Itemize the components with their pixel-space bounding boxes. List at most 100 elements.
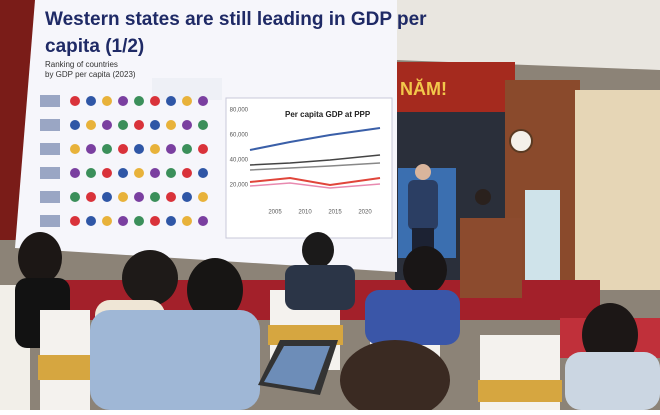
slide-subtitle: Ranking of countries: [45, 60, 118, 69]
flag-icon: [134, 96, 144, 106]
flag-icon: [198, 168, 208, 178]
slide-subtitle: by GDP per capita (2023): [45, 70, 136, 79]
flag-icon: [166, 144, 176, 154]
map-icon: [40, 167, 60, 179]
flag-grid: [40, 95, 208, 227]
flag-icon: [102, 144, 112, 154]
attendee-head: [403, 246, 447, 294]
flag-icon: [118, 144, 128, 154]
x-ticks: 2005 2010 2015 2020: [268, 210, 372, 216]
chart-line: [249, 182, 381, 189]
chart-panel: [225, 97, 393, 239]
legend-box: [152, 78, 222, 100]
x-tick-label: 2020: [358, 210, 372, 216]
attendee-head: [340, 340, 450, 415]
banner-text: NĂM!: [400, 78, 447, 99]
chart-line: [249, 127, 381, 151]
flag-icon: [102, 96, 112, 106]
attendee-head: [122, 250, 178, 306]
chair-bow: [38, 355, 90, 380]
flag-icon: [182, 96, 192, 106]
x-tick-label: 2005: [268, 210, 282, 216]
attendee-head: [582, 303, 638, 367]
map-icon: [40, 215, 60, 227]
flag-icon: [166, 96, 176, 106]
attendee-body: [565, 352, 660, 410]
flag-icon: [134, 216, 144, 226]
attendee-body: [90, 310, 260, 410]
flag-icon: [102, 192, 112, 202]
flag-icon: [118, 216, 128, 226]
flag-icon: [118, 96, 128, 106]
y-tick-label: 40,000: [230, 158, 249, 164]
flag-icon: [198, 120, 208, 130]
flag-icon: [134, 168, 144, 178]
chair-bow: [478, 380, 562, 402]
flag-icon: [182, 120, 192, 130]
red-banner: [395, 62, 515, 112]
flag-icon: [134, 120, 144, 130]
flag-icon: [118, 120, 128, 130]
flag-icon: [70, 192, 80, 202]
chart-title: Per capita GDP at PPP: [285, 110, 371, 119]
flag-icon: [70, 144, 80, 154]
flag-icon: [182, 144, 192, 154]
slide-title: capita (1/2): [45, 36, 144, 57]
x-tick-label: 2010: [298, 210, 312, 216]
flag-icon: [182, 216, 192, 226]
flag-icon: [70, 96, 80, 106]
flag-icon: [150, 168, 160, 178]
flag-icon: [86, 120, 96, 130]
flag-icon: [166, 168, 176, 178]
map-icon: [40, 191, 60, 203]
flag-icon: [70, 120, 80, 130]
flag-icon: [198, 144, 208, 154]
y-tick-label: 60,000: [230, 133, 249, 139]
flag-icon: [134, 192, 144, 202]
flag-icon: [182, 192, 192, 202]
flag-icon: [198, 216, 208, 226]
curtain: [575, 90, 660, 290]
flag-icon: [102, 120, 112, 130]
podium: [460, 218, 522, 298]
flag-icon: [86, 216, 96, 226]
flag-icon: [86, 168, 96, 178]
host-head: [475, 189, 491, 205]
flag-icon: [150, 120, 160, 130]
map-icon: [40, 119, 60, 131]
speaker-body: [408, 180, 438, 230]
flag-icon: [70, 216, 80, 226]
flag-icon: [102, 168, 112, 178]
flag-icon: [150, 144, 160, 154]
map-icon: [40, 143, 60, 155]
y-ticks: 80,000 60,000 40,000 20,000: [230, 108, 249, 189]
flag-icon: [198, 192, 208, 202]
flag-icon: [134, 144, 144, 154]
x-tick-label: 2015: [328, 210, 342, 216]
clock: [509, 129, 533, 153]
chart-line: [249, 154, 381, 166]
flag-icon: [102, 216, 112, 226]
flag-icon: [118, 192, 128, 202]
flag-icon: [198, 96, 208, 106]
flag-icon: [86, 96, 96, 106]
flag-icon: [150, 216, 160, 226]
ceiling: [395, 0, 660, 70]
attendee-body: [365, 290, 460, 345]
y-tick-label: 80,000: [230, 108, 249, 114]
flag-icon: [150, 192, 160, 202]
attendee-head: [302, 232, 334, 268]
speaker-head: [415, 164, 431, 180]
flag-icon: [166, 120, 176, 130]
attendee-head: [187, 258, 243, 322]
y-tick-label: 20,000: [230, 183, 249, 189]
map-icon: [40, 95, 60, 107]
slide-title: Western states are still leading in GDP …: [45, 9, 427, 30]
flag-icon: [70, 168, 80, 178]
flag-icon: [118, 168, 128, 178]
attendee-head: [18, 232, 62, 284]
laptop-screen: [264, 346, 330, 390]
flag-icon: [166, 192, 176, 202]
